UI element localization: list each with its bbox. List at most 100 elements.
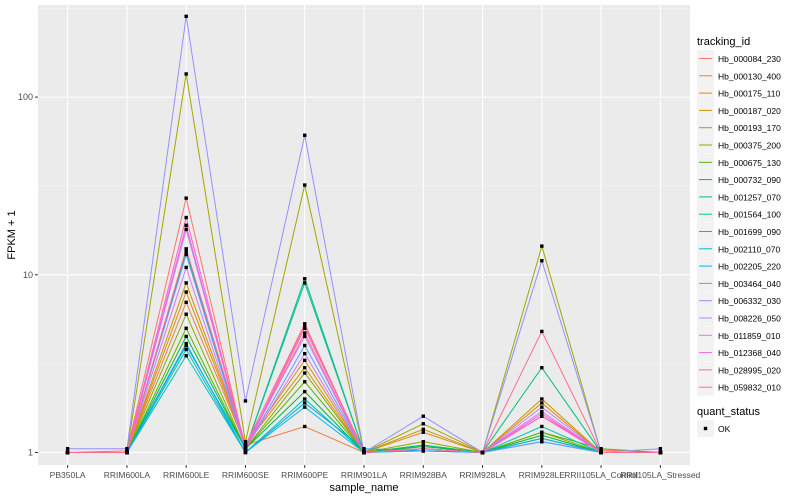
legend-label: Hb_001257_070 [718,192,781,202]
y-tick-label: 100 [18,92,33,102]
legend-label: Hb_000732_090 [718,175,781,185]
data-point [303,358,307,363]
legend-label: Hb_001699_090 [718,227,781,237]
legend-label: Hb_059832_010 [718,383,781,393]
data-point [303,351,307,356]
shape-legend-items: OK [697,420,731,437]
legend-label: Hb_000375_200 [718,141,781,151]
x-tick-label: RRIM600PE [281,470,329,480]
grid [38,5,690,465]
data-point [540,430,544,434]
data-point [184,223,188,227]
data-point [540,433,544,437]
data-point [599,446,603,451]
data-point [303,183,307,187]
data-point [125,450,129,455]
legend-label: Hb_001564_100 [718,210,781,220]
legend-label: Hb_002110_070 [718,244,781,254]
legend-label: Hb_000187_020 [718,106,781,116]
data-point [184,281,188,285]
data-point [540,436,544,441]
data-point [540,409,544,414]
data-point [243,450,248,455]
data-point [421,427,425,432]
data-point [303,371,307,375]
data-point [303,343,307,348]
data-point [184,312,188,316]
data-point [184,72,188,76]
data-point [243,446,248,451]
data-point [184,343,188,348]
legend-title: tracking_id [697,36,750,48]
y-tick-label: 10 [23,270,33,280]
data-point [303,322,307,326]
data-point [362,446,366,451]
data-point [184,300,188,305]
data-point [184,247,188,251]
legend-label: Hb_000130_400 [718,71,781,81]
data-point [421,446,425,451]
legend-label: Hb_000175_110 [718,89,781,99]
data-point [540,414,544,418]
data-point [184,334,188,339]
x-axis-title: sample_name [329,482,398,494]
x-tick-label: RRIM600LA [104,470,151,480]
data-point [184,326,188,330]
data-point [540,401,544,405]
data-point [303,365,307,370]
data-point [303,277,307,281]
data-point [421,422,425,426]
data-point [599,450,603,455]
data-point [421,449,425,453]
data-point [184,290,188,294]
data-point [243,399,248,403]
data-point [303,405,307,409]
data-point [243,443,248,447]
data-point [480,450,485,455]
data-point [184,347,188,352]
x-tick-label: RRIM600LE [163,470,210,480]
data-point [184,354,188,358]
data-point [421,430,425,434]
x-axis: PB350LA RRIM600LA RRIM600LE RRIM600SE RRIM60… [50,465,701,480]
legend-label: Hb_000084_230 [718,54,781,64]
data-point [421,443,425,447]
legend-label: Hb_028995_020 [718,365,781,375]
data-point [540,424,544,429]
x-tick-label: RRIM928LE [519,470,566,480]
data-point [184,196,188,200]
y-tick-label: 1 [28,447,33,457]
data-point [540,397,544,401]
data-point [303,389,307,394]
data-point [184,341,188,346]
data-point [658,446,663,451]
legend-label: Hb_008226_050 [718,314,781,324]
data-point [65,446,70,451]
data-point [184,249,188,254]
legend-label: Hb_012368_040 [718,348,781,358]
data-point [540,405,544,409]
data-point [540,329,544,334]
data-point [125,446,129,451]
data-point [184,227,188,232]
x-tick-label: RRII105LA_Control [564,470,638,480]
data-point [303,380,307,384]
data-point [303,397,307,401]
x-tick-label: RRII105LA_Stressed [620,470,700,480]
y-axis-title: FPKM + 1 [6,210,18,259]
x-tick-label: RRIM901LA [341,470,388,480]
data-point [65,450,70,455]
data-point [540,439,544,444]
data-point [421,414,425,418]
y-axis: 1 10 100 [18,92,38,457]
data-point [303,281,307,285]
x-tick-label: RRIM928LA [459,470,506,480]
legend-label: Hb_002205_220 [718,262,781,272]
data-point [421,439,425,444]
data-point [303,401,307,405]
data-points [65,14,663,455]
legend-label: Hb_000675_130 [718,158,781,168]
legend: tracking_id Hb_000084_230 Hb_000130_400 Hb… [697,36,781,437]
data-point [243,439,248,444]
